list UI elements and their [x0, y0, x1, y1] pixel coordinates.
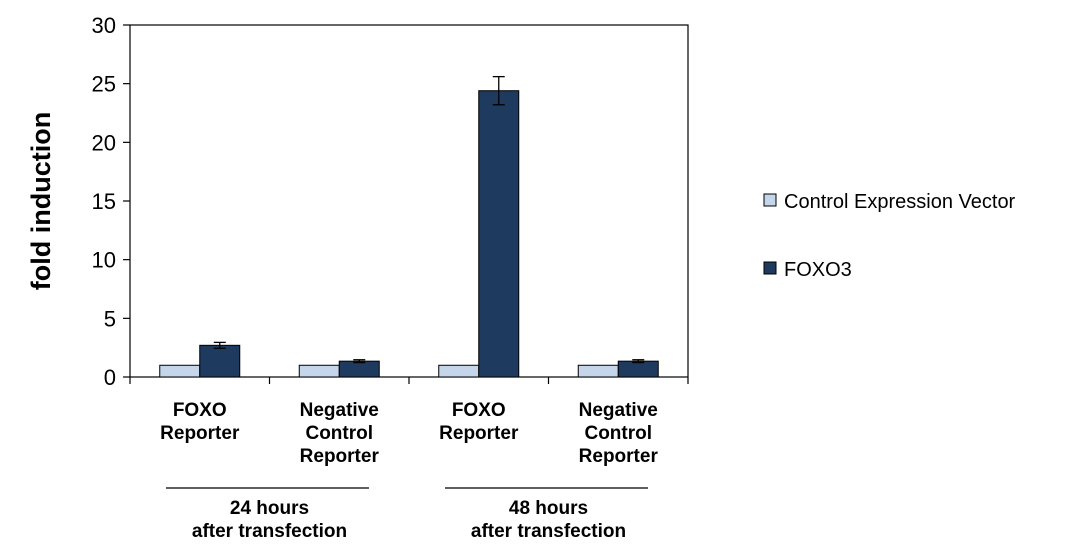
category-labels: FOXO Reporter Negative Control Reporter FOXO R… — [160, 400, 658, 467]
error-bars — [213, 75, 645, 364]
y-tick-label: 20 — [92, 130, 116, 155]
bars — [159, 90, 659, 378]
y-tick-label: 0 — [104, 365, 116, 390]
y-axis-label: fold induction — [26, 112, 56, 290]
bar — [478, 90, 520, 378]
bar — [199, 344, 241, 378]
y-tick-label: 5 — [104, 306, 116, 331]
y-tick-label: 25 — [92, 72, 116, 97]
bar — [159, 364, 201, 378]
x-tick-label: Negative Control Reporter — [579, 400, 659, 467]
legend-swatch — [763, 193, 777, 207]
bar — [617, 360, 659, 378]
legend: Control Expression Vector FOXO3 — [763, 191, 1016, 281]
y-tick-label: 30 — [92, 13, 116, 38]
x-tick-label: Negative Control Reporter — [300, 400, 380, 467]
group-label: 24 hours after transfection — [192, 498, 347, 542]
x-tick-label: FOXO Reporter — [439, 400, 519, 444]
legend-swatch — [763, 261, 777, 275]
group-label: 48 hours after transfection — [471, 498, 626, 542]
plot-area — [129, 24, 689, 378]
y-tick-label: 10 — [92, 248, 116, 273]
y-tick-label: 15 — [92, 189, 116, 214]
bar — [438, 364, 480, 378]
plot-frame — [129, 24, 689, 378]
legend-item: FOXO3 — [763, 259, 852, 281]
group-labels: 24 hours after transfection 48 hours after … — [166, 487, 648, 542]
x-tick-label: FOXO Reporter — [160, 400, 240, 444]
bar — [577, 364, 619, 378]
bar — [298, 364, 340, 378]
legend-item: Control Expression Vector — [763, 191, 1016, 213]
legend-label: Control Expression Vector — [784, 191, 1016, 213]
x-axis — [129, 377, 689, 384]
bar — [338, 360, 380, 378]
legend-label: FOXO3 — [784, 259, 852, 281]
y-axis: 0 5 10 15 20 25 30 — [92, 13, 130, 390]
